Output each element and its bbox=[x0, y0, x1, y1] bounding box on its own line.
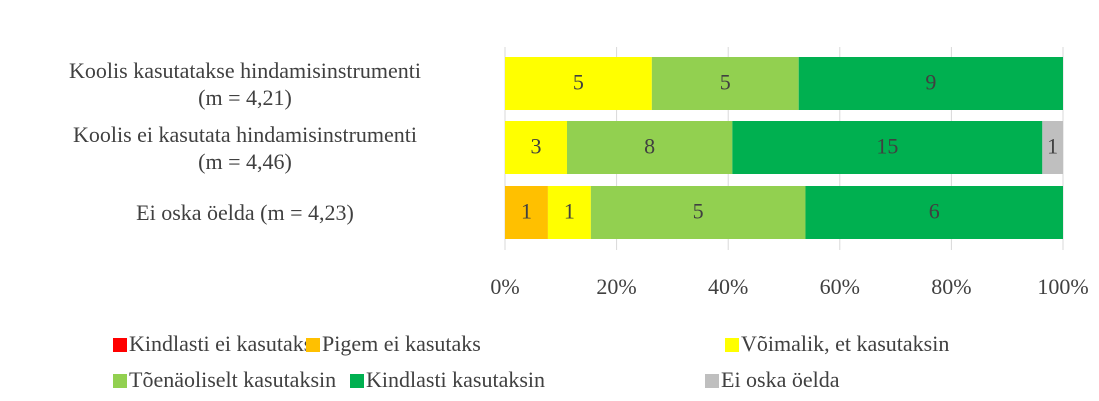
legend-swatch bbox=[705, 374, 719, 388]
legend-label: Kindlasti ei kasutaks bbox=[129, 331, 312, 356]
legend-label: Võimalik, et kasutaksin bbox=[741, 331, 949, 356]
bar-segment bbox=[590, 186, 806, 239]
bar-segment bbox=[798, 57, 1063, 110]
x-tick-label: 80% bbox=[931, 274, 971, 299]
category-label: Koolis ei kasutata hindamisinstrumenti (… bbox=[72, 121, 417, 174]
bar-segment bbox=[505, 186, 548, 239]
x-tick-label: 100% bbox=[1037, 274, 1088, 299]
data-label: 15 bbox=[876, 134, 898, 159]
x-tick-label: 60% bbox=[820, 274, 860, 299]
category-label: Koolis kasutatakse hindamisinstrumenti (… bbox=[69, 57, 421, 110]
bar-segment bbox=[505, 121, 567, 174]
legend-swatch bbox=[113, 338, 127, 352]
legend-label: Pigem ei kasutaks bbox=[322, 331, 481, 356]
bar-segment bbox=[505, 57, 652, 110]
bar-segment bbox=[805, 186, 1063, 239]
legend-label: Ei oska öelda bbox=[721, 367, 840, 392]
legend-swatch bbox=[113, 374, 127, 388]
bar-segment bbox=[651, 57, 799, 110]
category-label: Ei oska öelda (m = 4,23) bbox=[136, 200, 354, 225]
bar-segment bbox=[547, 186, 591, 239]
x-tick-label: 40% bbox=[708, 274, 748, 299]
x-tick-label: 0% bbox=[490, 274, 519, 299]
data-label: 8 bbox=[644, 134, 655, 159]
data-label: 5 bbox=[573, 70, 584, 95]
x-tick-label: 20% bbox=[596, 274, 636, 299]
data-label: 5 bbox=[720, 70, 731, 95]
legend-label: Kindlasti kasutaksin bbox=[366, 367, 545, 392]
data-label: 9 bbox=[925, 70, 936, 95]
bar-segment bbox=[732, 121, 1043, 174]
data-label: 1 bbox=[564, 199, 575, 224]
data-label: 1 bbox=[521, 199, 532, 224]
data-label: 6 bbox=[929, 199, 940, 224]
legend-label: Tõenäoliselt kasutaksin bbox=[129, 367, 336, 392]
legend-swatch bbox=[350, 374, 364, 388]
bar-segment bbox=[567, 121, 733, 174]
data-label: 1 bbox=[1047, 134, 1058, 159]
legend-swatch bbox=[306, 338, 320, 352]
data-label: 3 bbox=[531, 134, 542, 159]
data-label: 5 bbox=[693, 199, 704, 224]
bar-segment bbox=[1042, 121, 1063, 174]
legend-swatch bbox=[725, 338, 739, 352]
